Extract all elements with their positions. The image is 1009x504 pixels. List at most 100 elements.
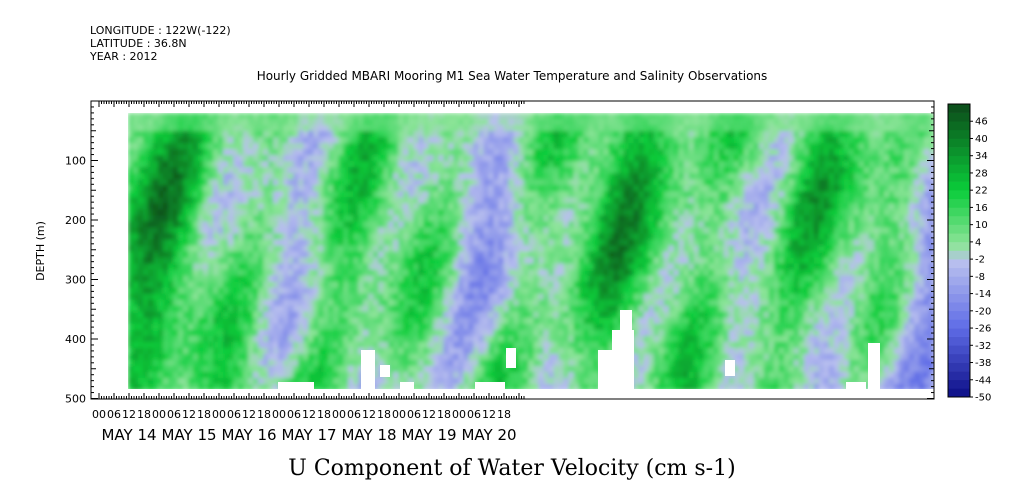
heat-cell: [153, 149, 159, 156]
heat-cell: [558, 305, 565, 313]
heat-cell: [313, 209, 319, 216]
heat-cell: [333, 173, 339, 180]
heat-cell: [253, 149, 259, 156]
heat-cell: [298, 239, 304, 247]
heat-cell: [568, 335, 575, 343]
heat-cell: [243, 365, 249, 373]
heat-cell: [193, 125, 199, 132]
heat-cell: [633, 365, 640, 373]
heat-cell: [208, 173, 214, 180]
heat-cell: [208, 137, 214, 144]
heat-cell: [293, 239, 299, 247]
heat-cell: [498, 275, 505, 283]
heat-cell: [408, 137, 414, 144]
heat-cell: [158, 329, 164, 337]
heat-cell: [443, 113, 449, 120]
heat-cell: [168, 221, 174, 229]
heat-cell: [513, 335, 520, 343]
heat-cell: [523, 269, 530, 277]
heat-cell: [198, 197, 204, 204]
heat-cell: [653, 191, 660, 198]
heat-cell: [143, 317, 149, 325]
heat-cell: [413, 239, 419, 247]
heat-cell: [198, 305, 204, 313]
heat-cell: [548, 335, 555, 343]
heat-cell: [513, 185, 520, 192]
heat-cell: [223, 383, 229, 389]
heat-cell: [593, 167, 600, 174]
heat-cell: [303, 245, 309, 253]
heat-cell: [393, 113, 399, 120]
heat-cell: [183, 257, 189, 265]
heat-cell: [213, 245, 219, 253]
heat-cell: [508, 335, 515, 343]
heat-cell: [458, 329, 465, 337]
heat-cell: [418, 191, 424, 198]
heat-cell: [428, 197, 434, 204]
heat-cell: [153, 119, 159, 126]
heat-cell: [323, 143, 329, 150]
heat-cell: [398, 179, 404, 186]
heat-cell: [168, 311, 174, 319]
heat-cell: [638, 377, 645, 385]
heat-cell: [398, 251, 404, 259]
heat-cell: [553, 335, 560, 343]
heat-cell: [273, 203, 279, 210]
heat-cell: [148, 377, 154, 385]
heat-cell: [133, 383, 139, 389]
heat-cell: [478, 239, 485, 247]
heat-cell: [658, 263, 665, 271]
heat-cell: [243, 131, 249, 138]
heat-cell: [308, 293, 314, 301]
heat-cell: [528, 311, 535, 319]
heat-cell: [183, 275, 189, 283]
heat-cell: [413, 311, 419, 319]
heat-cell: [248, 359, 254, 367]
heat-cell: [173, 317, 179, 325]
heat-cell: [223, 251, 229, 259]
heat-cell: [423, 197, 429, 204]
heat-cell: [473, 227, 480, 235]
heat-cell: [518, 323, 525, 331]
heat-cell: [538, 329, 545, 337]
heat-cell: [358, 323, 364, 331]
heat-cell: [163, 113, 169, 120]
heat-cell: [443, 227, 449, 235]
heat-cell: [478, 209, 485, 216]
heat-cell: [273, 227, 279, 235]
heat-cell: [493, 305, 500, 313]
heat-cell: [353, 263, 359, 271]
heat-cell: [498, 365, 505, 373]
heat-cell: [533, 323, 540, 331]
heat-cell: [228, 311, 234, 319]
heat-cell: [443, 299, 449, 307]
heat-cell: [283, 227, 289, 235]
heat-cell: [153, 185, 159, 192]
heat-cell: [593, 239, 600, 247]
heat-cell: [628, 293, 635, 301]
heat-cell: [423, 347, 429, 355]
heat-cell: [363, 191, 369, 198]
heat-cell: [233, 323, 239, 331]
heat-cell: [348, 287, 354, 295]
heat-cell: [488, 209, 495, 216]
heat-cell: [293, 365, 299, 373]
heat-cell: [278, 179, 284, 186]
heat-cell: [248, 263, 254, 271]
heat-cell: [548, 275, 555, 283]
heat-cell: [443, 371, 449, 379]
heat-cell: [513, 377, 520, 385]
heat-cell: [373, 275, 379, 283]
heat-cell: [133, 281, 139, 289]
heat-cell: [353, 209, 359, 216]
heat-cell: [593, 383, 600, 389]
heat-cell: [163, 245, 169, 253]
heat-cell: [403, 323, 409, 331]
heat-cell: [158, 143, 164, 150]
heat-cell: [628, 113, 635, 120]
heat-cell: [488, 233, 495, 241]
heat-cell: [378, 155, 384, 162]
heat-cell: [663, 347, 670, 355]
heat-cell: [488, 173, 495, 180]
heat-cell: [273, 269, 279, 277]
